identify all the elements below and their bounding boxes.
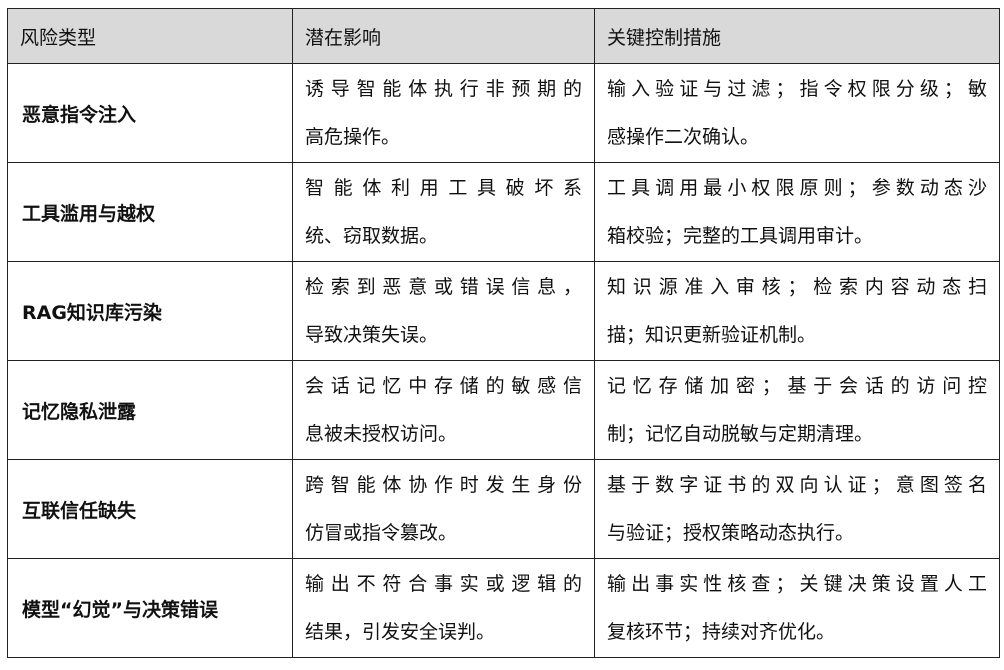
header-controls: 关键控制措施 — [594, 8, 1000, 64]
cell-line: 息被未授权访问。 — [305, 423, 458, 445]
cell-line: 感操作二次确认。 — [607, 126, 760, 148]
risk-type-cell: 工具滥用与越权 — [7, 162, 293, 262]
risk-type-cell: 恶意指令注入 — [7, 63, 293, 163]
cell-line: 仿冒或指令篡改。 — [305, 522, 458, 544]
table-row: 恶意指令注入 诱导智能体执行非预期的 高危操作。 输入验证与过滤；指令权限分级；敏 感操… — [7, 63, 1000, 163]
cell-line: 知识源准入审核；检索内容动态扫 — [607, 276, 987, 298]
impact-cell: 智能体利用工具破坏系 统、窃取数据。 — [292, 162, 595, 262]
cell-line: 导致决策失误。 — [305, 324, 439, 346]
table-row: 互联信任缺失 跨智能体协作时发生身份 仿冒或指令篡改。 基于数字证书的双向认证；意图签… — [7, 459, 1000, 559]
risk-type-cell: RAG知识库污染 — [7, 261, 293, 361]
table-row: 记忆隐私泄露 会话记忆中存储的敏感信 息被未授权访问。 记忆存储加密；基于会话的访问控… — [7, 360, 1000, 460]
cell-line: 制；记忆自动脱敏与定期清理。 — [607, 423, 874, 445]
impact-cell: 诱导智能体执行非预期的 高危操作。 — [292, 63, 595, 163]
impact-cell: 输出不符合事实或逻辑的 结果，引发安全误判。 — [292, 558, 595, 658]
impact-cell: 检索到恶意或错误信息， 导致决策失误。 — [292, 261, 595, 361]
table-row: 工具滥用与越权 智能体利用工具破坏系 统、窃取数据。 工具调用最小权限原则；参数动态沙… — [7, 162, 1000, 262]
cell-line: 输出事实性核查；关键决策设置人工 — [607, 573, 987, 595]
cell-line: 检索到恶意或错误信息， — [305, 276, 582, 298]
risk-type-cell: 模型“幻觉”与决策错误 — [7, 558, 293, 658]
control-cell: 工具调用最小权限原则；参数动态沙 箱校验；完整的工具调用审计。 — [594, 162, 1000, 262]
cell-line: 高危操作。 — [305, 126, 401, 148]
control-cell: 记忆存储加密；基于会话的访问控 制；记忆自动脱敏与定期清理。 — [594, 360, 1000, 460]
cell-line: 跨智能体协作时发生身份 — [305, 474, 582, 496]
cell-line: 智能体利用工具破坏系 — [305, 177, 582, 199]
control-cell: 基于数字证书的双向认证；意图签名 与验证；授权策略动态执行。 — [594, 459, 1000, 559]
cell-line: 基于数字证书的双向认证；意图签名 — [607, 474, 987, 496]
cell-line: 工具调用最小权限原则；参数动态沙 — [607, 177, 987, 199]
cell-line: 输入验证与过滤；指令权限分级；敏 — [607, 78, 987, 100]
cell-line: 与验证；授权策略动态执行。 — [607, 522, 855, 544]
table-row: RAG知识库污染 检索到恶意或错误信息， 导致决策失误。 知识源准入审核；检索内容动态… — [7, 261, 1000, 361]
cell-line: 复核环节；持续对齐优化。 — [607, 621, 836, 643]
risk-type-cell: 互联信任缺失 — [7, 459, 293, 559]
impact-cell: 跨智能体协作时发生身份 仿冒或指令篡改。 — [292, 459, 595, 559]
cell-line: 箱校验；完整的工具调用审计。 — [607, 225, 874, 247]
table-header-row: 风险类型 潜在影响 关键控制措施 — [7, 8, 1000, 64]
cell-line: 诱导智能体执行非预期的 — [305, 78, 582, 100]
header-risk-type: 风险类型 — [7, 8, 293, 64]
impact-cell: 会话记忆中存储的敏感信 息被未授权访问。 — [292, 360, 595, 460]
header-impact: 潜在影响 — [292, 8, 595, 64]
risk-control-table: 风险类型 潜在影响 关键控制措施 恶意指令注入 诱导智能体执行非预期的 高危操作。输… — [7, 8, 1000, 658]
risk-type-cell: 记忆隐私泄露 — [7, 360, 293, 460]
cell-line: 结果，引发安全误判。 — [305, 621, 496, 643]
cell-line: 统、窃取数据。 — [305, 225, 439, 247]
table-row: 模型“幻觉”与决策错误 输出不符合事实或逻辑的 结果，引发安全误判。 输出事实性核查；… — [7, 558, 1000, 658]
control-cell: 输入验证与过滤；指令权限分级；敏 感操作二次确认。 — [594, 63, 1000, 163]
cell-line: 会话记忆中存储的敏感信 — [305, 375, 582, 397]
cell-line: 描；知识更新验证机制。 — [607, 324, 817, 346]
control-cell: 知识源准入审核；检索内容动态扫 描；知识更新验证机制。 — [594, 261, 1000, 361]
cell-line: 输出不符合事实或逻辑的 — [305, 573, 582, 595]
cell-line: 记忆存储加密；基于会话的访问控 — [607, 375, 987, 397]
control-cell: 输出事实性核查；关键决策设置人工 复核环节；持续对齐优化。 — [594, 558, 1000, 658]
